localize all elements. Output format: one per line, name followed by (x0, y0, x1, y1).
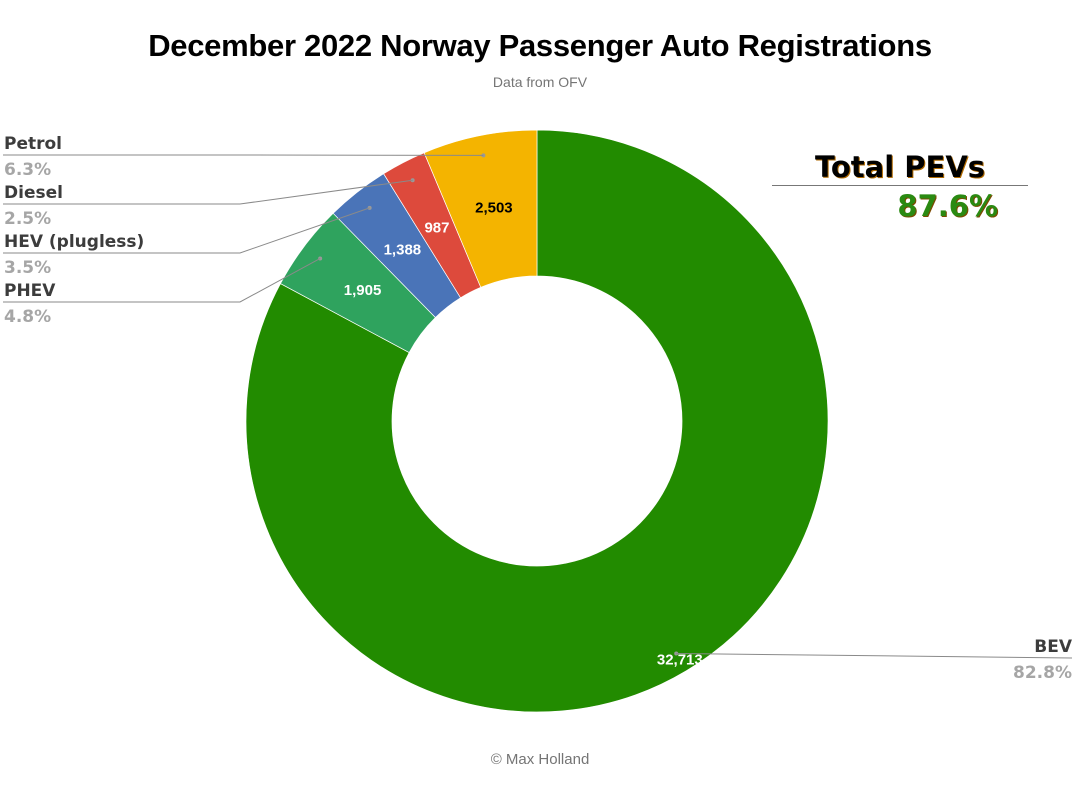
leader-line-hev-plugless (3, 207, 370, 254)
slice-bev[interactable] (245, 129, 829, 713)
legend-percent-hev-plugless: 3.5% (4, 258, 51, 278)
legend-percent-bev: 82.8% (1013, 663, 1072, 683)
value-label-bev: 32,713 (657, 652, 703, 669)
legend-name-bev: BEV (1034, 637, 1073, 657)
legend-name-diesel: Diesel (4, 183, 63, 203)
value-label-diesel: 987 (424, 219, 449, 236)
leader-line-phev (3, 258, 321, 303)
value-label-petrol: 2,503 (475, 199, 513, 216)
value-label-phev: 1,905 (344, 282, 382, 299)
value-label-hev-plugless: 1,388 (384, 242, 422, 259)
total-pevs-value: 87.6% (897, 189, 998, 223)
slice-petrol[interactable] (423, 129, 538, 288)
total-pevs-divider (772, 185, 1028, 186)
legend-percent-diesel: 2.5% (4, 209, 51, 229)
legend-name-petrol: Petrol (4, 134, 62, 154)
legend-percent-petrol: 6.3% (4, 160, 51, 180)
chart-footer: © Max Holland (490, 751, 590, 768)
legend-name-phev: PHEV (4, 281, 56, 301)
leader-line-bev (676, 653, 1073, 659)
chart-subtitle: Data from OFV (492, 74, 588, 90)
leader-line-diesel (3, 179, 413, 205)
legend-percent-phev: 4.8% (4, 307, 51, 327)
legend-name-hev-plugless: HEV (plugless) (4, 232, 144, 252)
chart-title: December 2022 Norway Passenger Auto Regi… (148, 28, 932, 63)
total-pevs-label: Total PEVs (814, 150, 986, 184)
